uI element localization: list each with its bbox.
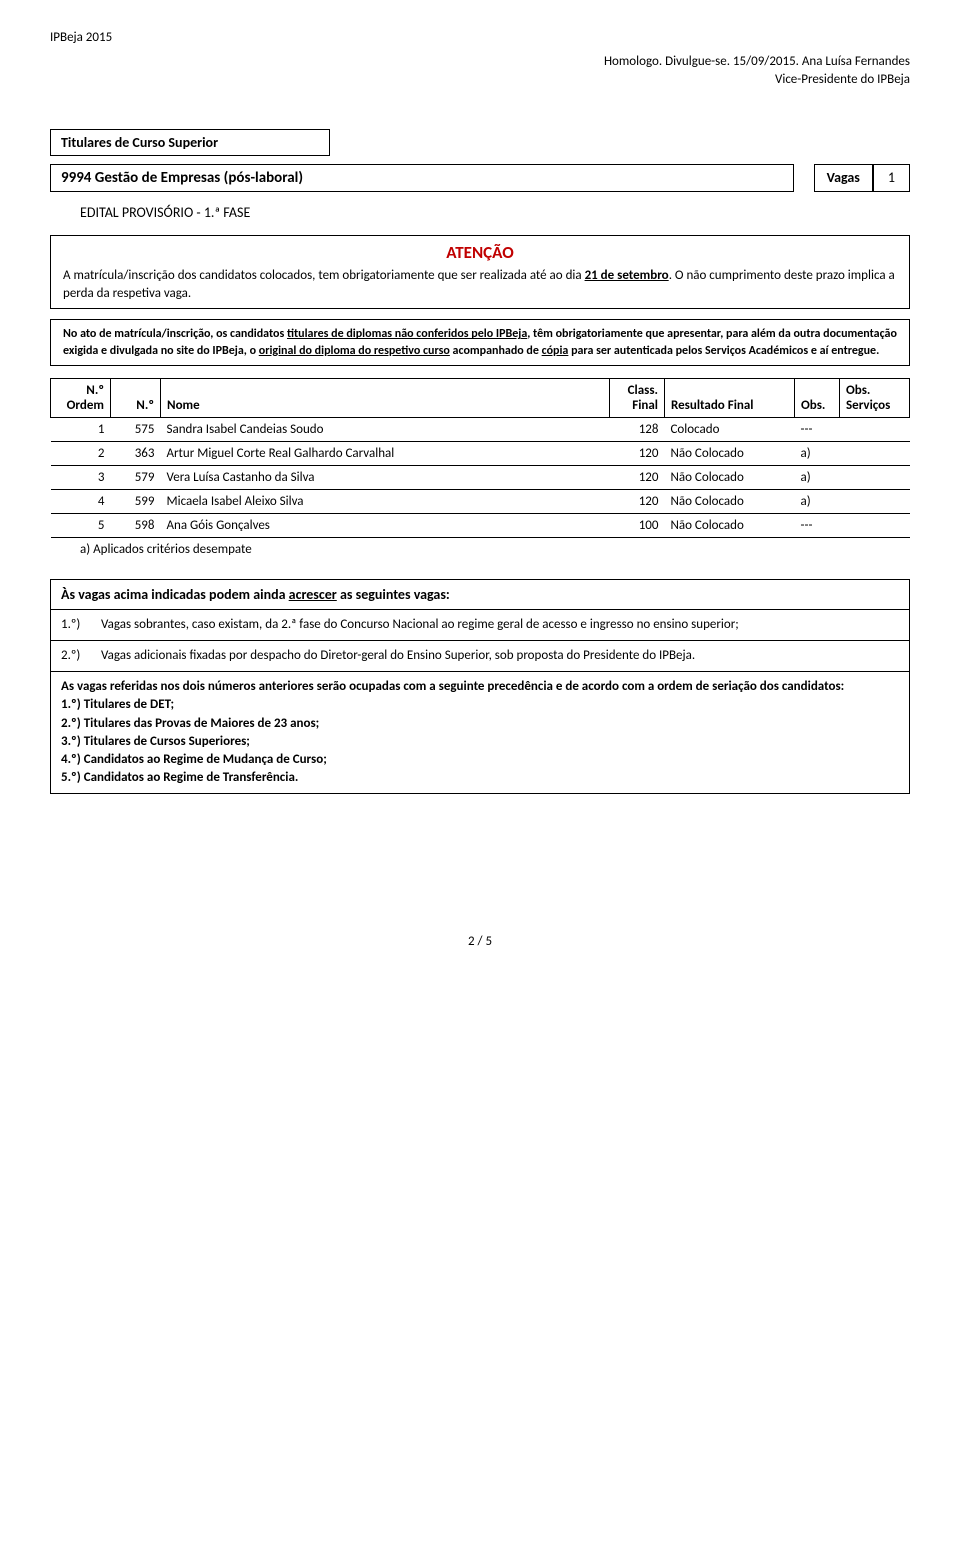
attention-box: ATENÇÃO A matrícula/inscrição dos candid… <box>50 235 910 309</box>
cell-ord: 4 <box>51 489 111 513</box>
cell-result: Não Colocado <box>665 465 795 489</box>
conclusion-lead: As vagas referidas nos dois números ante… <box>61 678 899 696</box>
results-table: N.º Ordem N.º Nome Class. Final Resultad… <box>50 378 910 538</box>
cell-nome: Ana Góis Gonçalves <box>161 513 610 537</box>
cell-serv <box>840 489 910 513</box>
attention-text-a: A matrícula/inscrição dos candidatos col… <box>63 268 585 283</box>
cell-result: Não Colocado <box>665 513 795 537</box>
note-u2: original do diploma do respetivo curso <box>259 344 450 358</box>
attention-title: ATENÇÃO <box>63 242 897 265</box>
page-footer: 2 / 5 <box>50 934 910 949</box>
extra-item: 2.º)Vagas adicionais fixadas por despach… <box>50 641 910 672</box>
cell-class: 128 <box>610 417 665 441</box>
cell-serv <box>840 417 910 441</box>
edital-line: EDITAL PROVISÓRIO - 1.ª FASE <box>50 202 910 223</box>
header-right: Homologo. Divulgue-se. 15/09/2015. Ana L… <box>50 53 910 89</box>
cell-class: 120 <box>610 489 665 513</box>
cell-class: 120 <box>610 465 665 489</box>
extra-item: 1.º)Vagas sobrantes, caso existam, da 2.… <box>50 610 910 641</box>
extra-text: Vagas sobrantes, caso existam, da 2.ª fa… <box>101 616 739 634</box>
th-nome: Nome <box>161 378 610 417</box>
extra-vagas-title: Às vagas acima indicadas podem ainda acr… <box>50 579 910 610</box>
cell-ord: 5 <box>51 513 111 537</box>
cell-serv <box>840 465 910 489</box>
vagas-label: Vagas <box>814 164 873 192</box>
cell-nome: Sandra Isabel Candeias Soudo <box>161 417 610 441</box>
extra-title-a: Às vagas acima indicadas podem ainda <box>61 586 289 603</box>
table-row: 3579Vera Luísa Castanho da Silva120Não C… <box>51 465 910 489</box>
extra-ord: 1.º) <box>61 616 101 634</box>
cell-serv <box>840 441 910 465</box>
section-title: Titulares de Curso Superior <box>50 129 330 156</box>
conclusion-item: 3.º) Titulares de Cursos Superiores; <box>61 733 899 751</box>
note-u1: titulares de diplomas não conferidos pel… <box>287 327 527 341</box>
cell-obs: a) <box>795 441 840 465</box>
table-row: 4599Micaela Isabel Aleixo Silva120Não Co… <box>51 489 910 513</box>
note-c: acompanhado de <box>450 344 542 358</box>
cell-ord: 3 <box>51 465 111 489</box>
th-num: N.º <box>111 378 161 417</box>
cell-num: 575 <box>111 417 161 441</box>
note-d: para ser autenticada pelos Serviços Acad… <box>568 344 879 358</box>
th-class: Class. Final <box>610 378 665 417</box>
cell-obs: a) <box>795 489 840 513</box>
homologo-line: Homologo. Divulgue-se. 15/09/2015. Ana L… <box>50 53 910 71</box>
cell-serv <box>840 513 910 537</box>
header-left: IPBeja 2015 <box>50 30 910 45</box>
cell-result: Não Colocado <box>665 489 795 513</box>
cell-nome: Artur Miguel Corte Real Galhardo Carvalh… <box>161 441 610 465</box>
th-ordem: N.º Ordem <box>51 378 111 417</box>
conclusion-item: 2.º) Titulares das Provas de Maiores de … <box>61 715 899 733</box>
table-row: 5598Ana Góis Gonçalves100Não Colocado--- <box>51 513 910 537</box>
table-row: 1575Sandra Isabel Candeias Soudo128Coloc… <box>51 417 910 441</box>
conclusion-item: 5.º) Candidatos ao Regime de Transferênc… <box>61 769 899 787</box>
course-name: 9994 Gestão de Empresas (pós-laboral) <box>50 164 794 192</box>
cell-class: 100 <box>610 513 665 537</box>
conclusion-box: As vagas referidas nos dois números ante… <box>50 672 910 794</box>
cell-nome: Micaela Isabel Aleixo Silva <box>161 489 610 513</box>
th-resultado: Resultado Final <box>665 378 795 417</box>
cell-nome: Vera Luísa Castanho da Silva <box>161 465 610 489</box>
cell-obs: --- <box>795 417 840 441</box>
cell-ord: 1 <box>51 417 111 441</box>
cell-obs: --- <box>795 513 840 537</box>
th-servicos: Obs. Serviços <box>840 378 910 417</box>
conclusion-item: 4.º) Candidatos ao Regime de Mudança de … <box>61 751 899 769</box>
table-footnote: a) Aplicados critérios desempate <box>50 538 910 561</box>
attention-date: 21 de setembro <box>585 268 669 283</box>
table-row: 2363Artur Miguel Corte Real Galhardo Car… <box>51 441 910 465</box>
conclusion-item: 1.º) Titulares de DET; <box>61 696 899 714</box>
vp-line: Vice-Presidente do IPBeja <box>50 71 910 89</box>
cell-num: 579 <box>111 465 161 489</box>
vagas-value: 1 <box>873 164 910 192</box>
extra-title-u: acrescer <box>289 586 337 603</box>
extra-ord: 2.º) <box>61 647 101 665</box>
cell-result: Colocado <box>665 417 795 441</box>
th-obs: Obs. <box>795 378 840 417</box>
cell-num: 599 <box>111 489 161 513</box>
cell-result: Não Colocado <box>665 441 795 465</box>
note-u3: cópia <box>542 344 569 358</box>
note-a: No ato de matrícula/inscrição, os candid… <box>63 327 287 341</box>
note-box: No ato de matrícula/inscrição, os candid… <box>50 319 910 365</box>
cell-num: 363 <box>111 441 161 465</box>
cell-class: 120 <box>610 441 665 465</box>
cell-obs: a) <box>795 465 840 489</box>
extra-text: Vagas adicionais fixadas por despacho do… <box>101 647 695 665</box>
extra-title-b: as seguintes vagas: <box>337 586 450 603</box>
cell-ord: 2 <box>51 441 111 465</box>
cell-num: 598 <box>111 513 161 537</box>
